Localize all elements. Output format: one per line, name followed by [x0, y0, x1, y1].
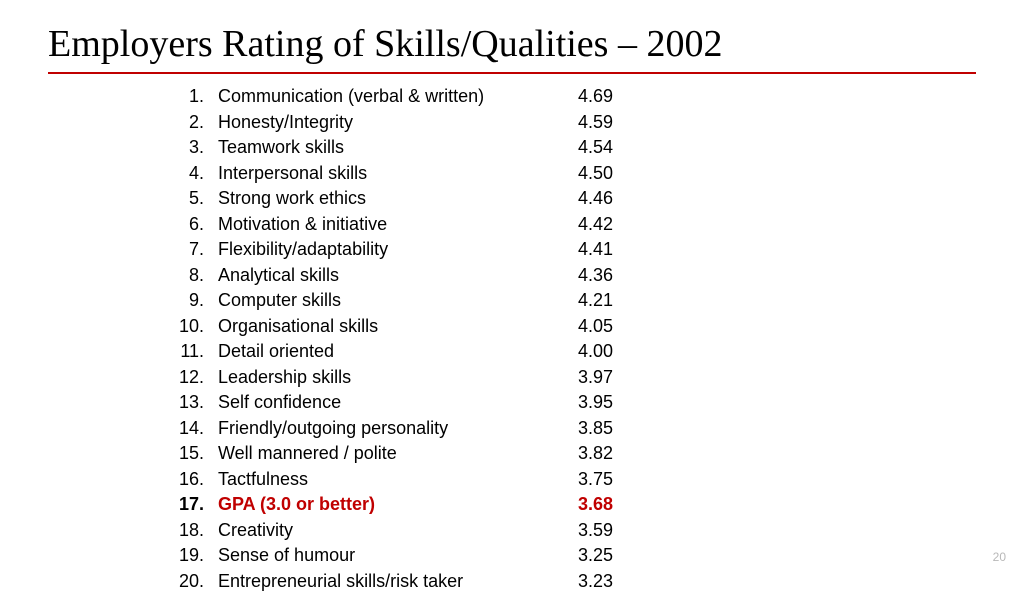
- item-score: 4.36: [578, 263, 638, 289]
- item-score: 3.75: [578, 467, 638, 493]
- item-score: 3.82: [578, 441, 638, 467]
- list-item: 14.Friendly/outgoing personality3.85: [178, 416, 976, 442]
- skills-list: 1.Communication (verbal & written)4.692.…: [178, 84, 976, 594]
- item-score: 4.50: [578, 161, 638, 187]
- slide: Employers Rating of Skills/Qualities – 2…: [0, 0, 1024, 594]
- item-label: Tactfulness: [218, 467, 578, 493]
- item-rank: 11.: [178, 339, 218, 365]
- item-score: 4.05: [578, 314, 638, 340]
- item-label: Flexibility/adaptability: [218, 237, 578, 263]
- list-item: 16.Tactfulness3.75: [178, 467, 976, 493]
- item-rank: 7.: [178, 237, 218, 263]
- item-rank: 12.: [178, 365, 218, 391]
- page-title: Employers Rating of Skills/Qualities – 2…: [48, 22, 976, 74]
- item-score: 3.68: [578, 492, 638, 518]
- item-score: 3.59: [578, 518, 638, 544]
- item-label: Well mannered / polite: [218, 441, 578, 467]
- item-label: Motivation & initiative: [218, 212, 578, 238]
- item-score: 4.41: [578, 237, 638, 263]
- list-item: 18.Creativity3.59: [178, 518, 976, 544]
- item-label: Friendly/outgoing personality: [218, 416, 578, 442]
- list-item: 6.Motivation & initiative4.42: [178, 212, 976, 238]
- list-item: 17.GPA (3.0 or better)3.68: [178, 492, 976, 518]
- list-item: 5.Strong work ethics4.46: [178, 186, 976, 212]
- item-rank: 3.: [178, 135, 218, 161]
- item-score: 4.59: [578, 110, 638, 136]
- item-rank: 9.: [178, 288, 218, 314]
- item-rank: 6.: [178, 212, 218, 238]
- list-item: 15.Well mannered / polite3.82: [178, 441, 976, 467]
- item-rank: 8.: [178, 263, 218, 289]
- item-rank: 20.: [178, 569, 218, 594]
- item-label: Honesty/Integrity: [218, 110, 578, 136]
- item-label: Leadership skills: [218, 365, 578, 391]
- item-label: Interpersonal skills: [218, 161, 578, 187]
- slide-number: 20: [993, 550, 1006, 564]
- list-item: 20.Entrepreneurial skills/risk taker3.23: [178, 569, 976, 594]
- list-item: 11.Detail oriented4.00: [178, 339, 976, 365]
- item-label: Entrepreneurial skills/risk taker: [218, 569, 578, 594]
- item-score: 4.00: [578, 339, 638, 365]
- item-label: Analytical skills: [218, 263, 578, 289]
- list-item: 4.Interpersonal skills4.50: [178, 161, 976, 187]
- item-score: 4.69: [578, 84, 638, 110]
- item-label: Strong work ethics: [218, 186, 578, 212]
- item-score: 4.46: [578, 186, 638, 212]
- item-label: Teamwork skills: [218, 135, 578, 161]
- list-item: 13.Self confidence3.95: [178, 390, 976, 416]
- item-rank: 16.: [178, 467, 218, 493]
- item-score: 4.42: [578, 212, 638, 238]
- item-label: Self confidence: [218, 390, 578, 416]
- list-item: 12.Leadership skills3.97: [178, 365, 976, 391]
- list-item: 1.Communication (verbal & written)4.69: [178, 84, 976, 110]
- item-rank: 14.: [178, 416, 218, 442]
- item-score: 4.21: [578, 288, 638, 314]
- item-score: 3.97: [578, 365, 638, 391]
- item-score: 4.54: [578, 135, 638, 161]
- item-label: Detail oriented: [218, 339, 578, 365]
- list-item: 2.Honesty/Integrity4.59: [178, 110, 976, 136]
- item-label: Communication (verbal & written): [218, 84, 578, 110]
- item-rank: 1.: [178, 84, 218, 110]
- item-score: 3.85: [578, 416, 638, 442]
- list-item: 19.Sense of humour3.25: [178, 543, 976, 569]
- item-rank: 19.: [178, 543, 218, 569]
- item-label: GPA (3.0 or better): [218, 492, 578, 518]
- item-rank: 2.: [178, 110, 218, 136]
- item-rank: 15.: [178, 441, 218, 467]
- item-label: Organisational skills: [218, 314, 578, 340]
- item-score: 3.23: [578, 569, 638, 594]
- item-rank: 5.: [178, 186, 218, 212]
- item-label: Computer skills: [218, 288, 578, 314]
- item-label: Creativity: [218, 518, 578, 544]
- item-rank: 13.: [178, 390, 218, 416]
- item-label: Sense of humour: [218, 543, 578, 569]
- item-rank: 4.: [178, 161, 218, 187]
- list-item: 10.Organisational skills4.05: [178, 314, 976, 340]
- list-item: 8.Analytical skills4.36: [178, 263, 976, 289]
- list-item: 3.Teamwork skills4.54: [178, 135, 976, 161]
- item-score: 3.95: [578, 390, 638, 416]
- item-rank: 18.: [178, 518, 218, 544]
- item-rank: 10.: [178, 314, 218, 340]
- item-rank: 17.: [178, 492, 218, 518]
- list-item: 7.Flexibility/adaptability4.41: [178, 237, 976, 263]
- list-item: 9.Computer skills4.21: [178, 288, 976, 314]
- item-score: 3.25: [578, 543, 638, 569]
